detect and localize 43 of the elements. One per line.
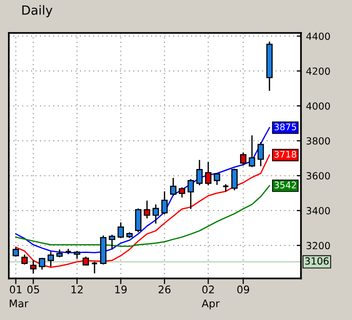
- ref-line-label: 3106: [305, 257, 329, 265]
- candlestick: [21, 254, 28, 266]
- y-tick-label: 4400: [306, 32, 330, 40]
- candlestick: [48, 251, 54, 268]
- candlestick: [135, 208, 142, 233]
- text: Apr: [202, 300, 220, 310]
- data-label: 3718: [274, 150, 296, 158]
- data-label: 3875: [274, 123, 296, 130]
- y-tick-label: 4000: [306, 102, 330, 110]
- candlestick: [248, 134, 256, 168]
- candlestick: [231, 168, 238, 191]
- y-tick-label: 3200: [306, 242, 330, 250]
- candlestick: [91, 261, 98, 274]
- candlestick: [108, 234, 116, 250]
- x-tick-label: 12: [72, 286, 83, 294]
- candlestick: [118, 222, 124, 239]
- data-label: 3542: [274, 182, 296, 188]
- candlestick: [144, 200, 150, 220]
- y-tick-label: 3600: [306, 172, 330, 180]
- candlestick: [152, 204, 159, 224]
- candlestick: [258, 142, 264, 167]
- candlestick: [170, 177, 176, 196]
- candlestick: [205, 161, 212, 186]
- x-tick-label: 05: [27, 286, 40, 294]
- candlestick: [30, 260, 36, 274]
- candlestick: [178, 186, 186, 198]
- x-tick-label: 02: [202, 286, 214, 294]
- x-tick-label: 09: [237, 286, 250, 294]
- y-tick-label: 3800: [306, 137, 330, 145]
- candlestick: [240, 152, 246, 166]
- line-series: [15, 154, 270, 268]
- candlestick: [222, 184, 230, 192]
- candlestick: [161, 190, 168, 216]
- candlestick: [196, 159, 203, 186]
- chart-title: Daily: [22, 5, 52, 18]
- y-tick-label: 4200: [306, 67, 330, 75]
- x-tick-label: 26: [158, 286, 170, 294]
- x-tick-label: 01: [10, 286, 22, 294]
- y-tick-label: 3400: [306, 207, 330, 214]
- text: Mar: [10, 300, 28, 308]
- x-tick-label: 19: [115, 286, 127, 294]
- candlestick: [188, 178, 194, 210]
- candlestick: [214, 172, 220, 186]
